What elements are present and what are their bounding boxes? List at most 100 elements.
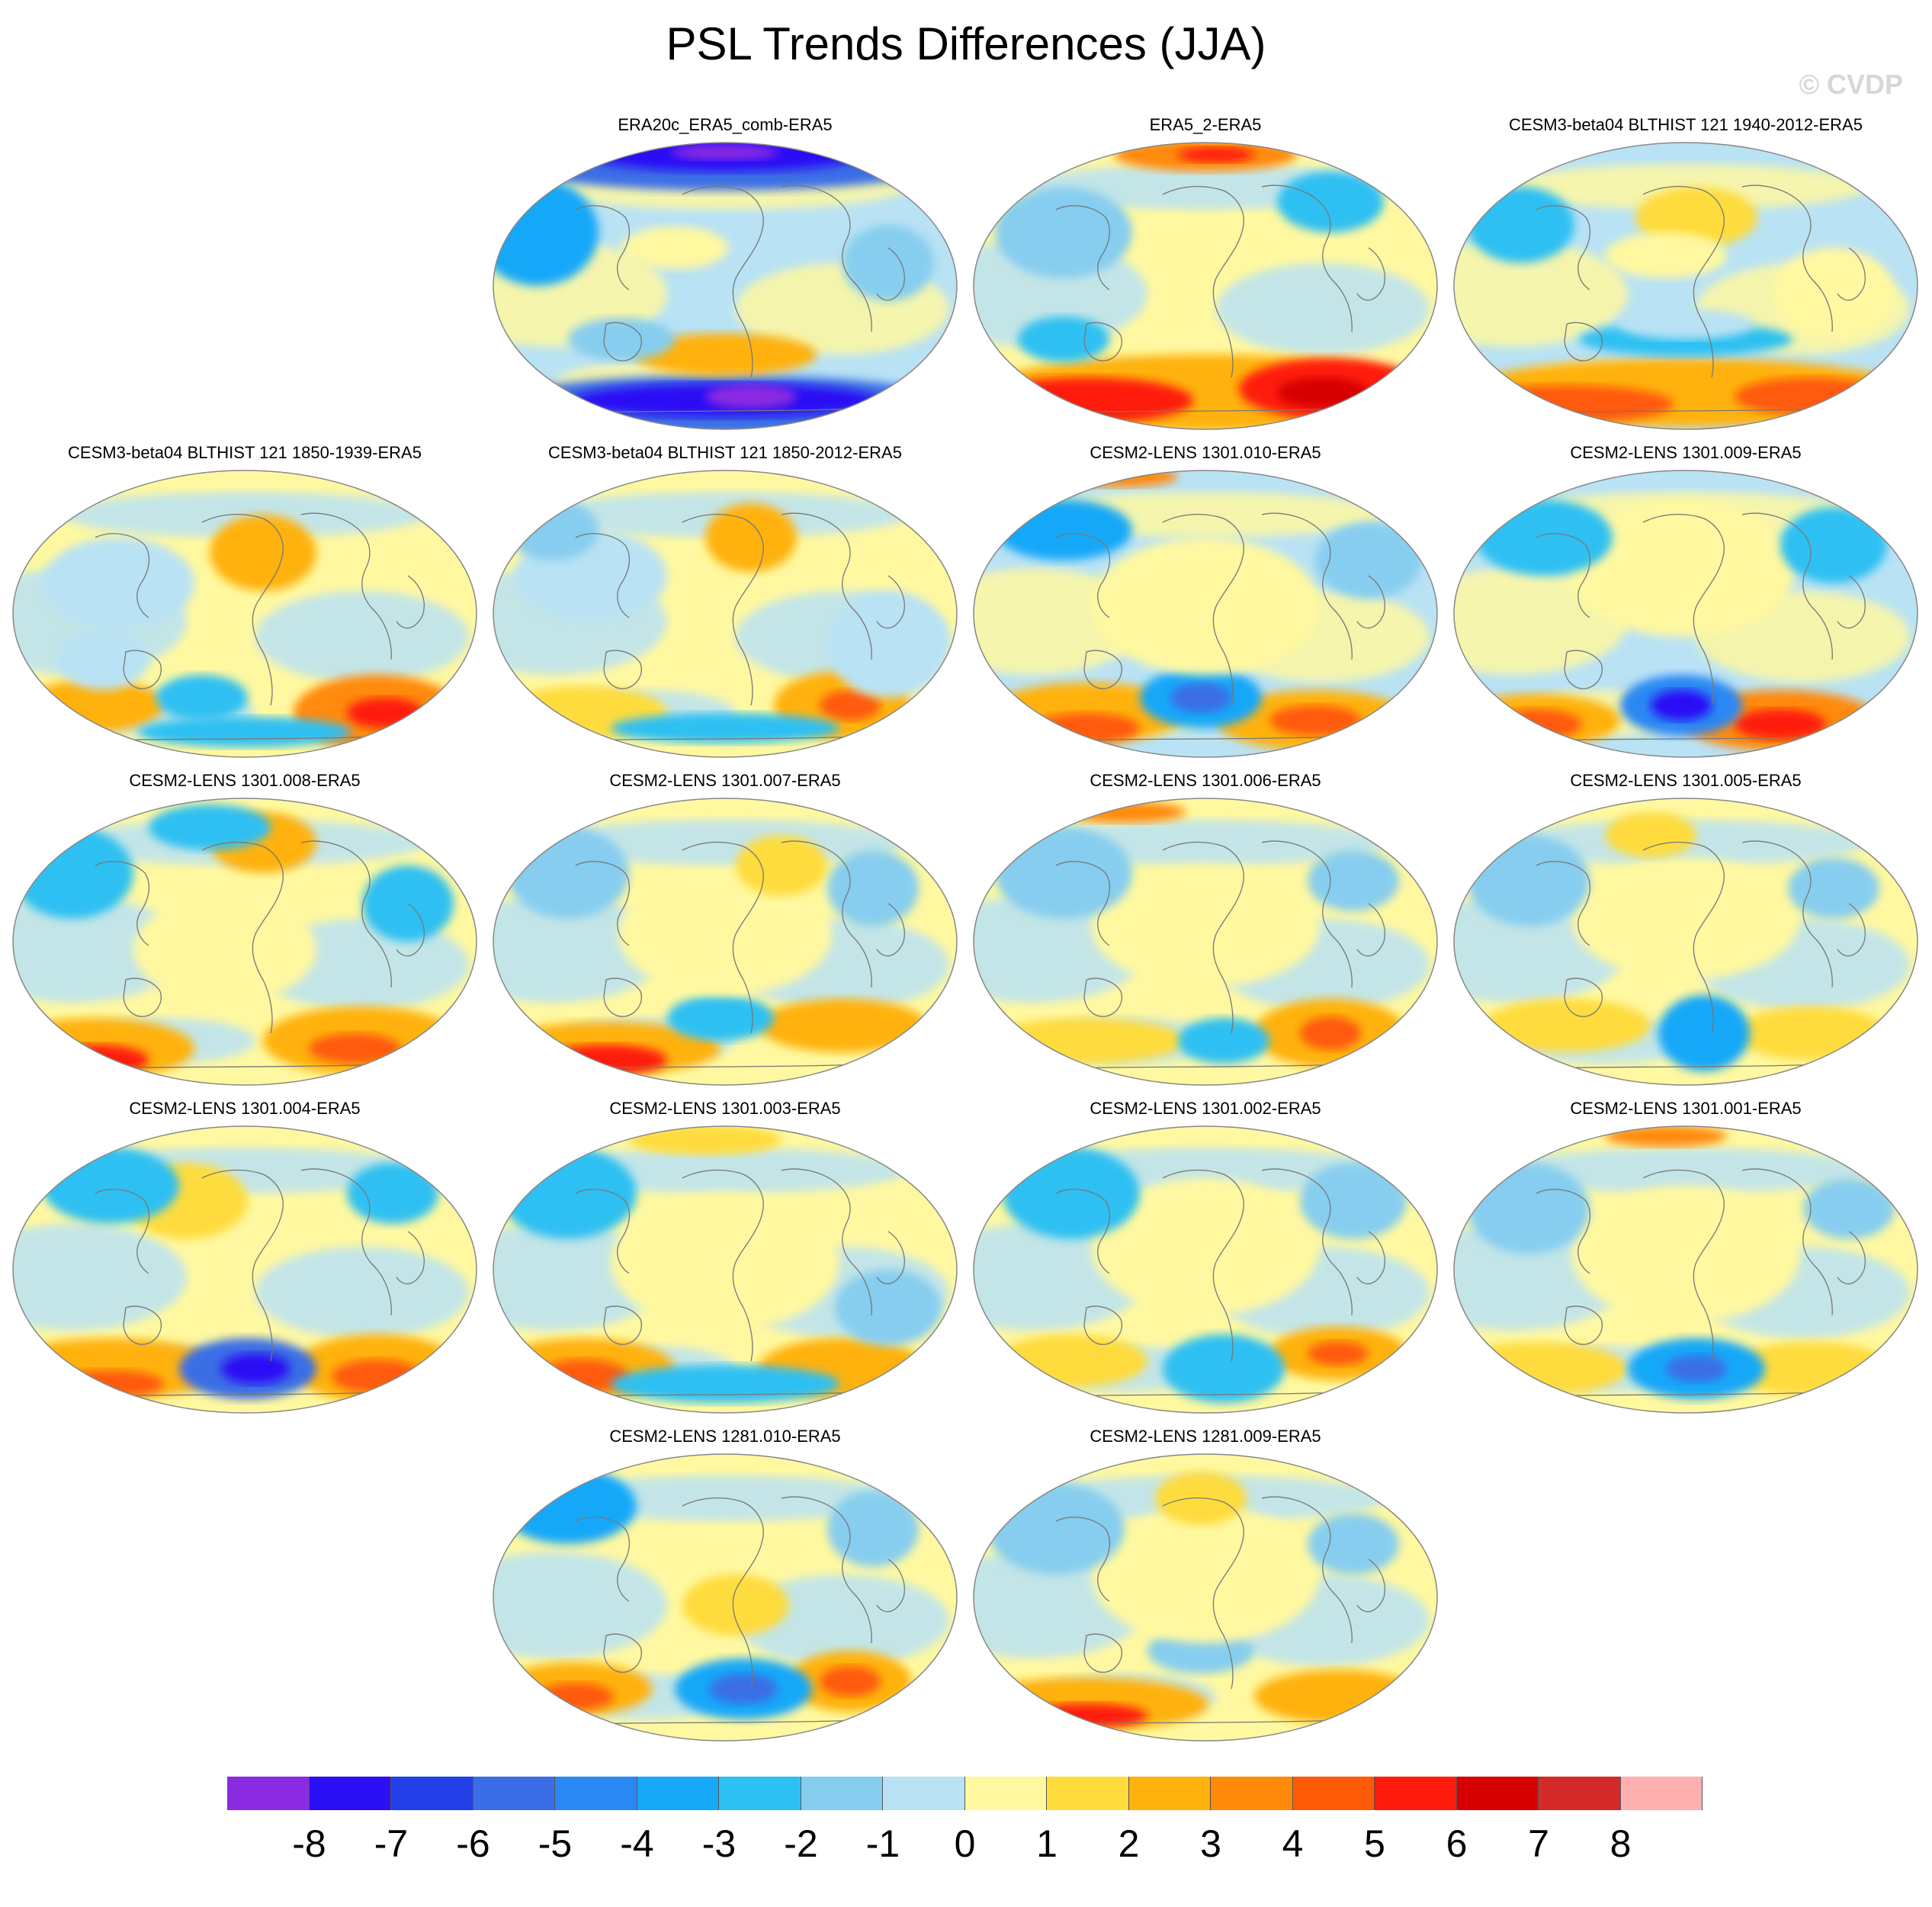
coastline [123, 1305, 162, 1345]
coastline [1564, 1305, 1603, 1345]
colorbar-tick-label: -6 [456, 1822, 490, 1865]
coastline [1055, 533, 1111, 618]
contour-region [1308, 850, 1399, 911]
coastline [1083, 322, 1122, 361]
contour-region [611, 713, 839, 743]
contour-region [133, 896, 316, 1003]
panel-title: CESM2-LENS 1301.002-ERA5 [1090, 1099, 1321, 1118]
robinson-map [1453, 142, 1918, 430]
robinson-map [493, 142, 958, 430]
contour-region [759, 999, 926, 1052]
coastline [1083, 650, 1122, 689]
colorbar-tick-label: -1 [865, 1822, 900, 1865]
coastline [1356, 1231, 1385, 1285]
robinson-map [1453, 798, 1918, 1086]
map-border [493, 1453, 958, 1742]
contour-region [138, 717, 351, 747]
panel-title: CESM2-LENS 1301.010-ERA5 [1090, 443, 1321, 462]
robinson-map [1453, 470, 1918, 758]
contour-region [568, 318, 675, 361]
contour-region [332, 1360, 423, 1393]
robinson-map [12, 798, 477, 1086]
map-border [1453, 142, 1918, 430]
contour-region [611, 1193, 839, 1331]
contour-region [1658, 995, 1750, 1071]
coastline [603, 1305, 642, 1345]
robinson-map [973, 798, 1438, 1086]
contour-region [1651, 690, 1712, 721]
contour-region [1483, 999, 1651, 1052]
coastline [95, 533, 150, 618]
colorbar-tick-label: -3 [701, 1822, 737, 1865]
contour-region [820, 1666, 881, 1697]
map-panel: CESM3-beta04 BLTHIST 121 1850-1939-ERA5 [11, 442, 478, 762]
colorbar-tick-label: -4 [620, 1822, 654, 1865]
coastline [1564, 650, 1603, 689]
colorbar-box [1456, 1777, 1539, 1810]
contour-region [1468, 835, 1590, 926]
contour-region [827, 1491, 919, 1567]
contour-region [629, 1126, 781, 1155]
map-panel: CESM2-LENS 1301.004-ERA5 [11, 1098, 478, 1418]
robinson-map [973, 1125, 1438, 1414]
coastline [123, 650, 162, 689]
contour-region [1491, 709, 1582, 740]
colorbar-box [1128, 1777, 1211, 1810]
contour-region [1315, 522, 1422, 599]
coastline [1536, 533, 1591, 618]
coastline [1055, 1189, 1111, 1274]
contour-region [1308, 1341, 1369, 1366]
coastline [1837, 1231, 1866, 1285]
contour-region [842, 225, 934, 301]
coastline [682, 1497, 764, 1690]
map-panel: CESM3-beta04 BLTHIST 121 1940-2012-ERA5 [1452, 114, 1919, 435]
robinson-map [493, 1453, 958, 1742]
panel-title: CESM2-LENS 1301.008-ERA5 [129, 771, 361, 790]
coastline [1837, 903, 1866, 957]
contour-region [634, 333, 817, 376]
robinson-map [973, 1453, 1438, 1742]
colorbar-box [1211, 1777, 1293, 1810]
colorbar-box [883, 1777, 965, 1810]
coastline [682, 841, 764, 1034]
coastline [300, 840, 392, 988]
coastline [201, 513, 284, 706]
colorbar-box [309, 1777, 391, 1810]
contour-region [1468, 1163, 1590, 1254]
map-panel: CESM2-LENS 1281.009-ERA5 [972, 1426, 1439, 1746]
contour-region [1571, 858, 1800, 980]
coastline [682, 185, 764, 378]
coastline [1642, 1169, 1725, 1362]
map-border [493, 798, 958, 1086]
coastline [1055, 861, 1111, 946]
contour-region [995, 499, 1132, 560]
coastline [1055, 205, 1111, 291]
contour-region [995, 187, 1132, 278]
coastline [1536, 861, 1591, 946]
colorbar-box [964, 1777, 1047, 1810]
contour-region [1091, 865, 1320, 987]
contour-region [1033, 713, 1140, 743]
contour-region [1617, 309, 1754, 339]
coastline [603, 1633, 642, 1673]
contour-region [1605, 812, 1696, 858]
colorbar-tick-label: 6 [1446, 1822, 1468, 1865]
coastline [1055, 1517, 1111, 1602]
contour-region [1571, 1186, 1800, 1323]
coastline [300, 1168, 392, 1316]
contour-region [995, 827, 1132, 919]
panel-title: CESM2-LENS 1301.003-ERA5 [609, 1099, 841, 1118]
coastline [1261, 1168, 1353, 1316]
coastline [396, 575, 425, 629]
contour-region [499, 1148, 637, 1239]
map-border [493, 142, 958, 430]
coastline [396, 1231, 425, 1285]
coastline [1741, 840, 1833, 988]
contour-region [149, 804, 271, 850]
contour-region [42, 538, 194, 629]
contour-region [309, 1033, 400, 1064]
contour-region [57, 1370, 164, 1398]
contour-region [827, 591, 949, 698]
coastline [1356, 247, 1385, 301]
contour-region [221, 1353, 290, 1384]
